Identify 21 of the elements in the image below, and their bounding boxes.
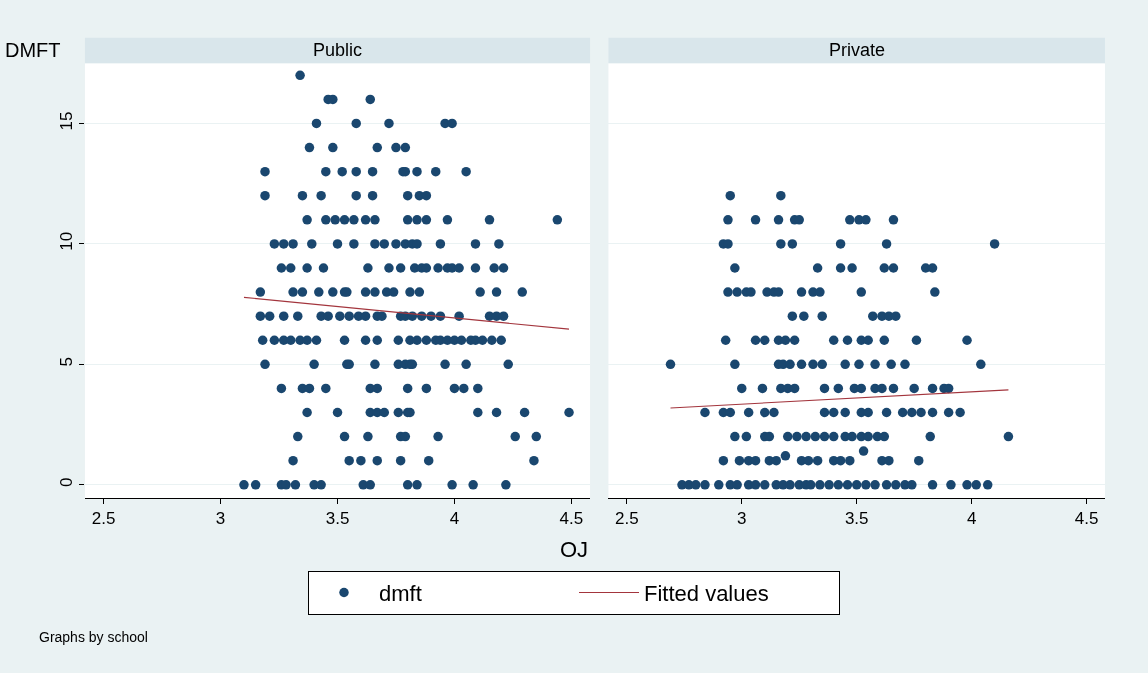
y-tick-label: 0: [57, 477, 77, 487]
y-tick-label: 15: [57, 111, 77, 131]
x-tick-label: 2.5: [615, 509, 639, 529]
x-tick-label: 2.5: [91, 509, 116, 529]
x-tick-label: 3: [215, 509, 226, 529]
y-axis-title: DMFT: [5, 39, 61, 61]
chart-title: Public: [313, 40, 363, 60]
x-tick-label: 4.5: [1074, 509, 1099, 529]
x-tick-label: 3: [737, 509, 747, 529]
chart-title: Private: [829, 40, 886, 60]
x-tick-label: 4: [449, 509, 460, 529]
x-tick-label: 4.5: [559, 509, 584, 529]
legend-label: Fitted values: [644, 581, 769, 607]
x-axis-title: OJ: [560, 537, 589, 562]
x-tick-label: 4: [966, 509, 977, 529]
y-tick-label: 10: [57, 231, 77, 251]
x-tick-label: 3.5: [325, 509, 350, 529]
y-tick-label: 5: [57, 357, 77, 367]
legend-label: dmft: [379, 581, 422, 607]
text: Graphs by school: [39, 629, 148, 645]
x-tick-label: 3.5: [844, 509, 869, 529]
